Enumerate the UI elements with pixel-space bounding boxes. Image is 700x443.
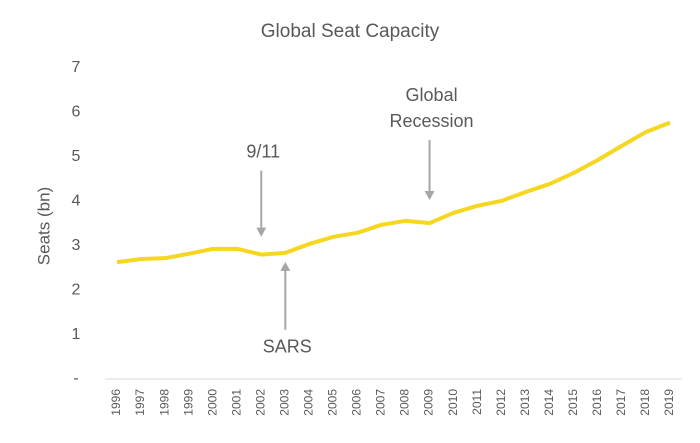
y-axis-label: Seats (bn) — [34, 187, 53, 265]
annotation-arrowhead — [256, 227, 267, 237]
x-tick-label: 2012 — [494, 389, 508, 416]
x-tick-label: 2005 — [326, 389, 340, 416]
chart-title: Global Seat Capacity — [261, 21, 440, 42]
x-tick-label: 2011 — [470, 389, 484, 415]
x-tick-label: 2002 — [253, 389, 267, 416]
y-tick-label: - — [73, 370, 78, 387]
x-tick-label: 2004 — [302, 389, 316, 416]
x-tick-label: 2008 — [398, 389, 412, 416]
annotation-arrowhead — [280, 261, 291, 271]
x-tick-label: 2017 — [614, 389, 628, 416]
x-tick-label: 2009 — [422, 389, 436, 416]
annotation-text: Global — [406, 85, 458, 105]
annotation-text: Recession — [390, 111, 474, 131]
x-tick-label: 2019 — [662, 389, 676, 416]
y-tick-label: 6 — [72, 104, 81, 121]
y-tick-label: 2 — [72, 281, 81, 298]
x-tick-label: 2000 — [205, 389, 219, 416]
x-tick-label: 2018 — [638, 389, 652, 416]
annotation-text: 9/11 — [246, 141, 280, 161]
x-tick-label: 1999 — [181, 389, 195, 416]
annotation-text: SARS — [263, 337, 312, 357]
x-tick-label: 1997 — [133, 389, 147, 416]
x-tick-label: 2003 — [277, 389, 291, 416]
y-tick-label: 3 — [72, 237, 81, 254]
x-tick-label: 2014 — [542, 389, 556, 416]
x-tick-label: 2001 — [229, 389, 243, 416]
x-tick-label: 2010 — [446, 389, 460, 416]
x-tick-label: 2013 — [518, 389, 532, 416]
data-line — [116, 120, 671, 265]
x-tick-label: 1998 — [157, 389, 171, 416]
y-tick-label: 1 — [72, 326, 81, 343]
x-tick-label: 2015 — [566, 389, 580, 416]
y-tick-label: 4 — [72, 193, 81, 210]
x-tick-label: 1996 — [109, 389, 123, 416]
y-tick-label: 5 — [72, 148, 81, 165]
annotation-arrowhead — [424, 191, 435, 201]
x-tick-label: 2006 — [350, 389, 364, 416]
x-tick-label: 2016 — [590, 389, 604, 416]
x-tick-label: 2007 — [374, 389, 388, 416]
y-tick-label: 7 — [72, 59, 81, 76]
